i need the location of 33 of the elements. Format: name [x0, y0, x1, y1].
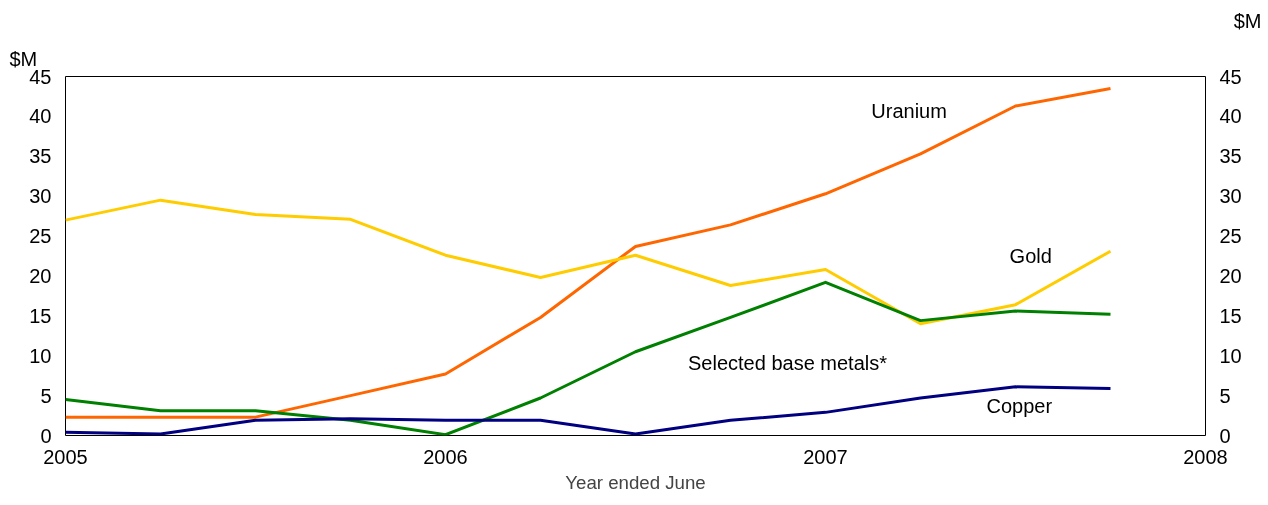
x-tick-label: 2006	[423, 445, 468, 468]
y2-tick-label: 35	[1219, 145, 1242, 168]
series-label: Uranium	[871, 99, 947, 122]
y2-tick-label: 15	[1219, 304, 1242, 327]
line-series	[65, 280, 1112, 436]
y2-tick-label: 40	[1219, 105, 1242, 128]
series-label: Gold	[1009, 245, 1052, 267]
y2-tick-label: 25	[1219, 225, 1242, 248]
y2-tick-label: 0	[1219, 424, 1231, 447]
line-series	[65, 385, 1112, 436]
series-label: Selected base metals*	[688, 351, 888, 374]
y2-tick-label: 10	[1219, 344, 1242, 367]
y-tick-label: 10	[29, 344, 52, 367]
y2-tick-label: 45	[1219, 65, 1242, 88]
y-tick-label: 40	[29, 105, 52, 128]
y-tick-label: 35	[29, 145, 52, 168]
y-tick-label: 25	[29, 225, 52, 248]
x-tick-label: 2008	[1183, 445, 1228, 468]
y2-axis-title: $M	[1233, 9, 1262, 32]
x-tick-label: 2005	[43, 445, 88, 468]
y2-tick-label: 20	[1219, 264, 1242, 287]
x-axis-title: Year ended June	[565, 471, 706, 493]
series-label: Copper	[986, 394, 1053, 417]
y2-tick-label: 30	[1219, 185, 1242, 208]
y2-tick-label: 5	[1219, 384, 1231, 407]
line-series	[65, 198, 1112, 326]
y-tick-label: 5	[40, 384, 52, 407]
y-tick-label: 30	[29, 185, 52, 208]
y-tick-label: 0	[40, 424, 52, 447]
x-tick-label: 2007	[803, 445, 848, 468]
y-tick-label: 15	[29, 304, 52, 327]
y-tick-label: 20	[29, 264, 52, 287]
line-series	[65, 86, 1112, 419]
